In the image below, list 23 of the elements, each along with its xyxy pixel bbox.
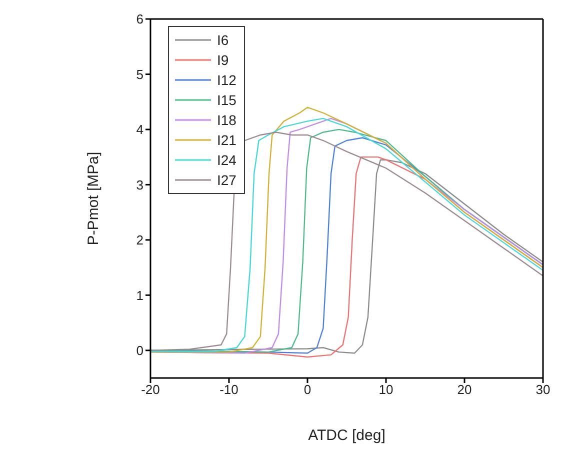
x-axis-title: ATDC [deg] (308, 427, 386, 444)
y-tick-label: 0 (136, 343, 144, 358)
x-tick-label: 20 (457, 382, 472, 398)
y-tick-label: 6 (136, 12, 144, 27)
y-tick-label: 4 (136, 122, 144, 138)
x-tick-label: -10 (220, 382, 238, 398)
legend-label: I6 (217, 31, 229, 50)
x-tick-label: 10 (378, 382, 394, 398)
legend-label: I24 (217, 151, 236, 170)
x-tick-label: 30 (536, 382, 550, 398)
legend-label: I18 (217, 111, 236, 130)
x-tick-label: -20 (141, 382, 160, 398)
y-axis-title: P-Pmot [MPa] (84, 152, 102, 246)
y-tick-label: 1 (136, 288, 144, 303)
legend-label: I27 (217, 171, 236, 190)
legend-label: I12 (217, 71, 236, 90)
legend-label: I21 (217, 131, 236, 150)
x-tick-label: 0 (304, 382, 312, 398)
y-tick-label: 2 (136, 232, 144, 248)
legend-label: I9 (217, 51, 229, 70)
legend-label: I15 (217, 91, 236, 110)
y-tick-label: 3 (136, 177, 144, 192)
y-tick-label: 5 (136, 66, 144, 82)
